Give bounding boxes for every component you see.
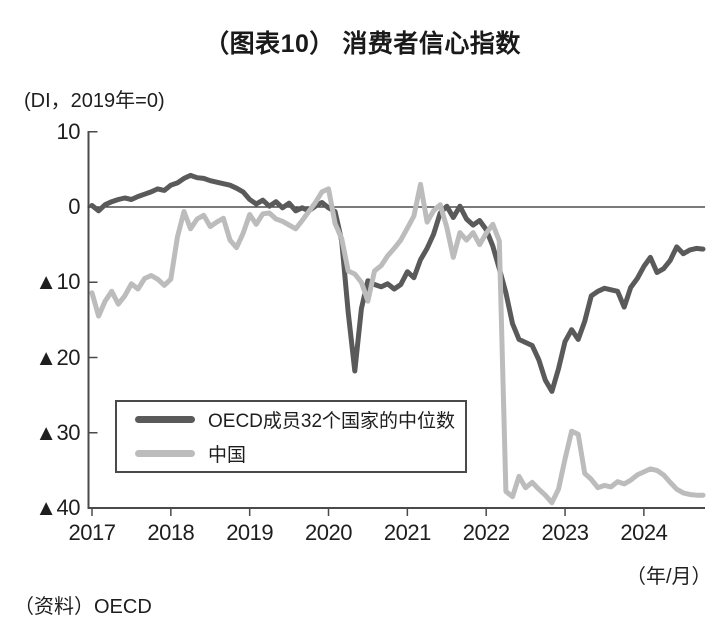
y-tick-label: 10: [56, 118, 81, 144]
y-tick-label: ▲10: [35, 269, 80, 295]
legend-item: OECD成员32个国家的中位数: [135, 406, 465, 433]
legend-label: 中国: [208, 445, 247, 466]
oecd-median-line: [89, 172, 706, 394]
y-tick-label: 0: [68, 194, 80, 219]
x-tick-label: 2024: [620, 520, 668, 545]
china-line: [89, 181, 706, 506]
x-tick-label: 2023: [541, 520, 589, 545]
x-tick-label: 2019: [226, 520, 274, 545]
x-tick-label: 2018: [147, 520, 195, 545]
legend: OECD成员32个国家的中位数 中国: [115, 400, 467, 473]
source-note: （资料）OECD: [14, 596, 152, 618]
legend-item: 中国: [135, 440, 465, 467]
y-axis-unit-note: (DI，2019年=0): [24, 90, 165, 112]
legend-label: OECD成员32个国家的中位数: [208, 411, 456, 432]
chart-title: （图表10） 消费者信心指数: [204, 30, 521, 58]
y-tick-label: ▲30: [35, 419, 80, 445]
oecd-legend-swatch: [135, 416, 195, 423]
x-tick-label: 2021: [383, 520, 431, 545]
y-tick-label: ▲40: [35, 495, 80, 520]
y-tick-label: ▲20: [35, 344, 80, 370]
x-tick-label: 2020: [305, 520, 352, 545]
x-tick-label: 2022: [462, 520, 510, 545]
x-tick-label: 2017: [68, 520, 116, 545]
china-legend-swatch: [135, 450, 195, 457]
x-axis-unit-label: （年/月）: [626, 566, 712, 588]
